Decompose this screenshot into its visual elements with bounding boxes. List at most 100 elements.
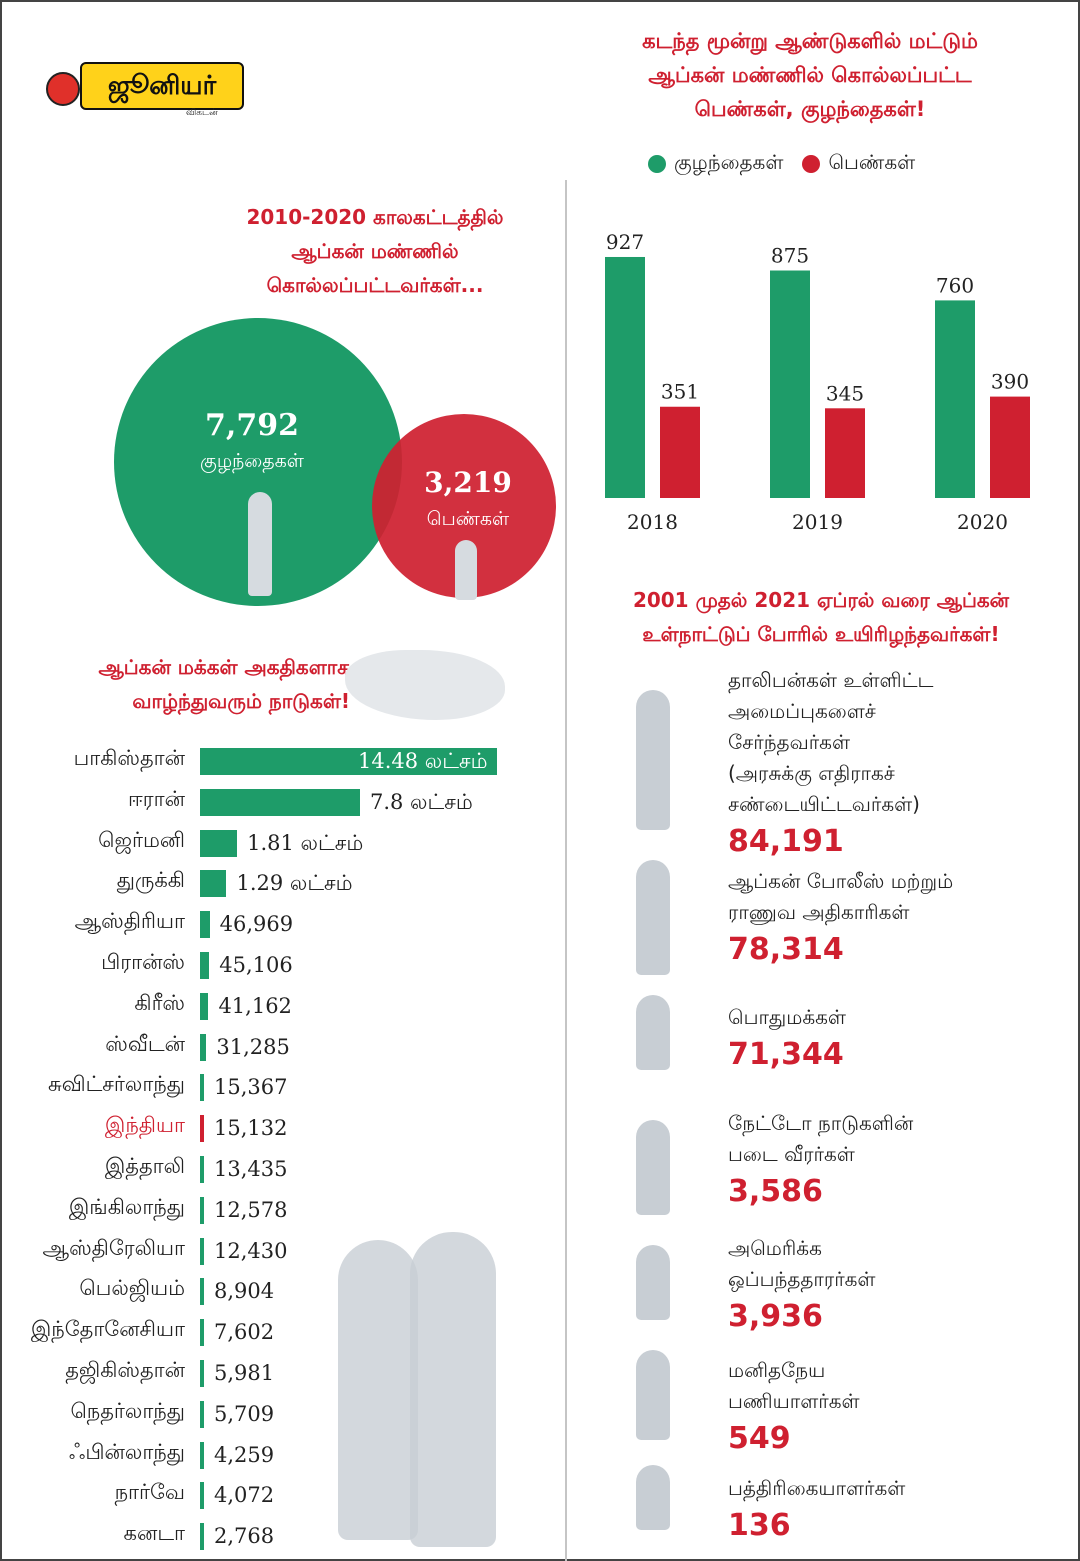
refugee-country-label: இங்கிலாந்து <box>68 1194 185 1219</box>
war-deaths-title-line: 2001 முதல் 2021 ஏப்ரல் வரை ஆப்கன் <box>632 588 1010 612</box>
year-bar-2019-children <box>770 270 810 498</box>
refugee-bar <box>200 1441 204 1469</box>
refugee-value-label: 15,132 <box>214 1116 288 1141</box>
child-silhouette-icon <box>248 492 272 596</box>
refugee-value-label: 1.81 லட்சம் <box>247 830 364 855</box>
year-bar-value-label: 345 <box>826 381 864 405</box>
war-category-label-line: அமெரிக்க <box>728 1236 822 1260</box>
refugee-country-label: கிரீஸ் <box>134 990 185 1015</box>
war-category-label: பொதுமக்கள் <box>728 1002 846 1033</box>
war-category-label-line: ராணுவ அதிகாரிகள் <box>728 900 910 924</box>
war-category-label: அமெரிக்க ஒப்பந்ததாரர்கள் <box>728 1233 875 1295</box>
refugee-value-label: 5,709 <box>214 1401 275 1426</box>
war-category-label-line: தாலிபன்கள் உள்ளிட்ட <box>728 668 934 692</box>
refugee-bar <box>200 1360 204 1387</box>
year-tick-label: 2018 <box>627 510 678 534</box>
year-bar-value-label: 875 <box>771 244 809 268</box>
refugee-value-label: 13,435 <box>214 1157 288 1181</box>
year-bar-2018-women <box>660 406 700 498</box>
refugee-country-label: ஃபின்லாந்து <box>68 1439 185 1464</box>
war-category-value: 84,191 <box>728 824 844 859</box>
war-category-label-line: மனிதநேய <box>728 1358 826 1382</box>
refugee-bar <box>200 1319 204 1347</box>
refugee-country-label: இந்தியா <box>104 1113 185 1138</box>
refugee-bar <box>200 1482 204 1510</box>
refugee-bar <box>200 1237 204 1265</box>
war-category-label-line: ஒப்பந்ததாரர்கள் <box>728 1267 876 1291</box>
refugee-country-label: நார்வே <box>114 1480 185 1505</box>
war-deaths-title: 2001 முதல் 2021 ஏப்ரல் வரை ஆப்கன் உள்நாட… <box>596 583 1046 651</box>
refugee-value-label: 1.29 லட்சம் <box>236 871 353 896</box>
refugee-value-label: 7.8 லட்சம் <box>369 789 473 814</box>
war-category-label: நேட்டோ நாடுகளின் படை வீரர்கள் <box>728 1108 913 1170</box>
refugee-value-label: 14.48 லட்சம் <box>358 749 488 773</box>
soldier-silhouette-icon <box>636 860 670 975</box>
world-map-icon <box>345 650 505 720</box>
year-bar-2018-children <box>605 256 645 498</box>
refugee-value-label: 31,285 <box>216 1034 290 1059</box>
children-bubble-value: 7,792 <box>205 408 299 443</box>
refugee-country-label: ஜெர்மனி <box>98 827 185 852</box>
refugee-chart-title: ஆப்கன் மக்கள் அகதிகளாக வாழ்ந்துவரும் நாட… <box>20 650 350 718</box>
refugee-bar <box>200 1196 204 1224</box>
war-category-label: தாலிபன்கள் உள்ளிட்ட அமைப்புகளைச் சேர்ந்தவர… <box>728 665 933 820</box>
brand-logo: ஜூனியர் விகடன் <box>46 62 246 124</box>
soldier-silhouette-icon <box>636 1465 670 1530</box>
refugee-country-label: தஜிகிஸ்தான் <box>65 1358 185 1382</box>
refugee-country-label: ஆஸ்திரியா <box>74 909 185 934</box>
refugee-value-label: 15,367 <box>214 1075 288 1100</box>
family-silhouette-icon <box>410 1232 496 1547</box>
bubble-title-line: கொல்லப்பட்டவர்கள்... <box>266 273 484 297</box>
refugee-value-label: 8,904 <box>214 1279 275 1304</box>
refugee-value-label: 41,162 <box>218 993 292 1018</box>
war-deaths-title-line: உள்நாட்டுப் போரில் உயிரிழந்தவர்கள்! <box>642 622 1000 646</box>
refugee-bar <box>200 1156 204 1183</box>
refugee-country-label: ஆஸ்திரேலியா <box>42 1235 185 1260</box>
refugee-bar <box>200 788 360 816</box>
legend-label-women: பெண்கள் <box>828 150 916 174</box>
woman-silhouette-icon <box>455 540 477 600</box>
refugee-value-label: 12,578 <box>214 1197 288 1222</box>
refugee-bar <box>200 1278 204 1306</box>
barbed-wire-divider <box>565 180 567 1561</box>
refugee-value-label: 12,430 <box>214 1238 288 1263</box>
year-chart-title-line: கடந்த மூன்று ஆண்டுகளில் மட்டும் <box>642 29 978 53</box>
refugee-country-label: பெல்ஜியம் <box>79 1276 185 1301</box>
year-bar-value-label: 351 <box>661 380 699 404</box>
legend-label-children: குழந்தைகள் <box>674 150 784 174</box>
refugee-country-label: இந்தோனேசியா <box>30 1317 185 1342</box>
refugee-bar <box>200 1400 204 1428</box>
refugee-bar <box>200 1115 204 1143</box>
refugee-value-label: 7,602 <box>214 1320 275 1345</box>
year-chart-title-line: ஆப்கன் மண்ணில் கொல்லப்பட்ட <box>648 63 972 87</box>
war-category-label: பத்திரிகையாளர்கள் <box>728 1473 905 1504</box>
logo-subtext: விகடன் <box>186 108 218 118</box>
refugee-value-label: 4,072 <box>214 1483 275 1508</box>
war-category-label-line: நேட்டோ நாடுகளின் <box>728 1111 914 1135</box>
war-category-label-line: பத்திரிகையாளர்கள் <box>728 1476 906 1500</box>
refugee-country-label: ஈரான் <box>128 786 185 811</box>
war-category-label-line: அமைப்புகளைச் <box>728 699 876 723</box>
year-bar-2019-women <box>825 408 865 498</box>
year-chart-legend: குழந்தைகள் பெண்கள் <box>648 150 1008 177</box>
refugee-country-label: கனடா <box>123 1521 185 1546</box>
refugee-bar <box>200 911 210 939</box>
year-bar-2020-women <box>990 396 1030 498</box>
year-chart-title: கடந்த மூன்று ஆண்டுகளில் மட்டும் ஆப்கன் ம… <box>600 24 1020 126</box>
war-category-value: 3,586 <box>728 1174 823 1209</box>
war-category-label: மனிதநேய பணியாளர்கள் <box>728 1355 860 1417</box>
refugee-bar <box>200 748 497 775</box>
year-chart-title-line: பெண்கள், குழந்தைகள்! <box>694 97 926 121</box>
year-bar-value-label: 390 <box>991 370 1029 394</box>
war-category-label: ஆப்கன் போலீஸ் மற்றும் ராணுவ அதிகாரிகள் <box>728 866 953 928</box>
war-category-label-line: சண்டையிட்டவர்கள்) <box>728 792 920 816</box>
soldier-silhouette-icon <box>636 690 670 830</box>
logo-badge-icon <box>46 72 80 106</box>
war-category-label-line: சேர்ந்தவர்கள் <box>728 730 851 754</box>
year-tick-label: 2020 <box>957 510 1008 534</box>
war-category-label-line: பணியாளர்கள் <box>728 1389 860 1413</box>
refugee-value-label: 5,981 <box>214 1361 275 1385</box>
refugee-bar <box>200 870 227 898</box>
war-category-value: 3,936 <box>728 1299 823 1334</box>
